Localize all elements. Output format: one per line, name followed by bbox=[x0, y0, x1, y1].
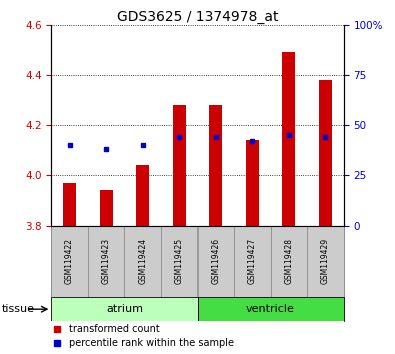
Bar bbox=[51, 297, 198, 321]
Bar bbox=[246, 140, 259, 225]
Bar bbox=[234, 225, 271, 297]
Bar bbox=[319, 80, 332, 225]
Text: GSM119427: GSM119427 bbox=[248, 238, 257, 284]
Bar bbox=[63, 183, 76, 225]
Text: GSM119422: GSM119422 bbox=[65, 238, 74, 284]
Bar bbox=[173, 105, 186, 225]
Text: transformed count: transformed count bbox=[69, 324, 160, 334]
Text: GSM119425: GSM119425 bbox=[175, 238, 184, 284]
Text: atrium: atrium bbox=[106, 304, 143, 314]
Text: GSM119429: GSM119429 bbox=[321, 238, 330, 284]
Bar bbox=[209, 105, 222, 225]
Bar bbox=[161, 225, 198, 297]
Bar bbox=[271, 225, 307, 297]
Text: percentile rank within the sample: percentile rank within the sample bbox=[69, 338, 234, 348]
Text: GSM119426: GSM119426 bbox=[211, 238, 220, 284]
Bar bbox=[198, 297, 344, 321]
Bar bbox=[282, 52, 295, 225]
Title: GDS3625 / 1374978_at: GDS3625 / 1374978_at bbox=[117, 10, 278, 24]
Text: GSM119424: GSM119424 bbox=[138, 238, 147, 284]
Text: GSM119428: GSM119428 bbox=[284, 238, 293, 284]
Bar bbox=[88, 225, 124, 297]
Text: GSM119423: GSM119423 bbox=[102, 238, 111, 284]
Bar bbox=[124, 225, 161, 297]
Text: ventricle: ventricle bbox=[246, 304, 295, 314]
Bar bbox=[136, 165, 149, 225]
Bar bbox=[198, 225, 234, 297]
Bar bbox=[100, 190, 113, 225]
Bar bbox=[307, 225, 344, 297]
Bar bbox=[51, 225, 88, 297]
Text: tissue: tissue bbox=[2, 304, 35, 314]
